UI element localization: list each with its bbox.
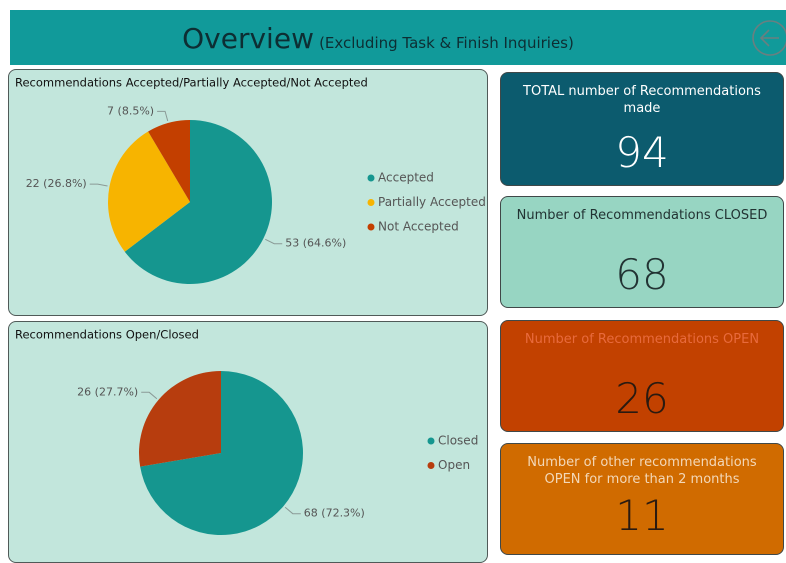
pie-slice <box>140 371 304 535</box>
leader-line <box>141 391 158 400</box>
legend-marker <box>427 462 435 469</box>
pie-slice <box>148 120 190 202</box>
card-value: 68 <box>615 250 669 299</box>
leader-line <box>284 506 301 515</box>
pie-slice <box>138 371 221 467</box>
legend-marker <box>367 174 375 182</box>
back-button[interactable] <box>750 18 786 58</box>
data-label: 26 (27.7%) <box>77 385 138 398</box>
chart-title: Recommendations Open/Closed <box>15 328 199 342</box>
pie-chart: Recommendations Open/Closed 68 (72.3%) Clo… <box>15 328 478 535</box>
legend-label: Accepted <box>378 171 434 185</box>
card-value: 11 <box>615 491 669 540</box>
legend-label: Partially Accepted <box>378 195 486 209</box>
kpi-card: Number of Recommendations OPEN 26 <box>500 320 784 432</box>
kpi-card: Number of other recommendations OPEN for… <box>500 443 784 555</box>
card-title: Number of other recommendations OPEN for… <box>527 455 757 487</box>
legend-label: Open <box>438 458 470 472</box>
legend-marker <box>367 199 375 206</box>
legend-marker <box>427 437 435 445</box>
page: {"header": {"title": "Overview", "subtit… <box>8 10 786 563</box>
legend-marker <box>367 223 375 231</box>
leader-line <box>157 110 169 122</box>
subtitle: (Excluding Task & Finish Inquiries) <box>319 34 574 52</box>
card-value: 94 <box>615 128 669 177</box>
data-label: 7 (8.5%) <box>107 104 154 117</box>
pie-panel: Recommendations Accepted/Partially Accep… <box>8 69 488 316</box>
card-title: Number of Recommendations OPEN <box>524 332 760 347</box>
header: Overview (Excluding Task & Finish Inquir… <box>10 10 786 65</box>
pie-slice <box>124 120 272 284</box>
kpi-card: TOTAL number of Recommendations made 94 <box>500 72 784 186</box>
leader-line <box>89 183 108 187</box>
pie-slice <box>108 131 190 252</box>
data-label: 53 (64.6%) <box>285 237 346 250</box>
pie-panel: Recommendations Open/Closed 68 (72.3%) Clo… <box>8 321 488 563</box>
pie-chart: Recommendations Accepted/Partially Accep… <box>15 76 486 284</box>
title: Overview <box>182 22 314 55</box>
data-label: 68 (72.3%) <box>304 507 365 520</box>
card-value: 26 <box>615 374 669 423</box>
legend-label: Closed <box>438 434 478 448</box>
card-title: Number of Recommendations CLOSED <box>516 208 768 223</box>
kpi-card: Number of Recommendations CLOSED 68 <box>500 196 784 308</box>
data-label: 22 (26.8%) <box>26 177 87 190</box>
card-title: TOTAL number of Recommendations made <box>523 84 761 116</box>
chart-title: Recommendations Accepted/Partially Accep… <box>15 76 368 90</box>
legend-label: Not Accepted <box>378 220 459 234</box>
leader-line <box>265 238 283 245</box>
